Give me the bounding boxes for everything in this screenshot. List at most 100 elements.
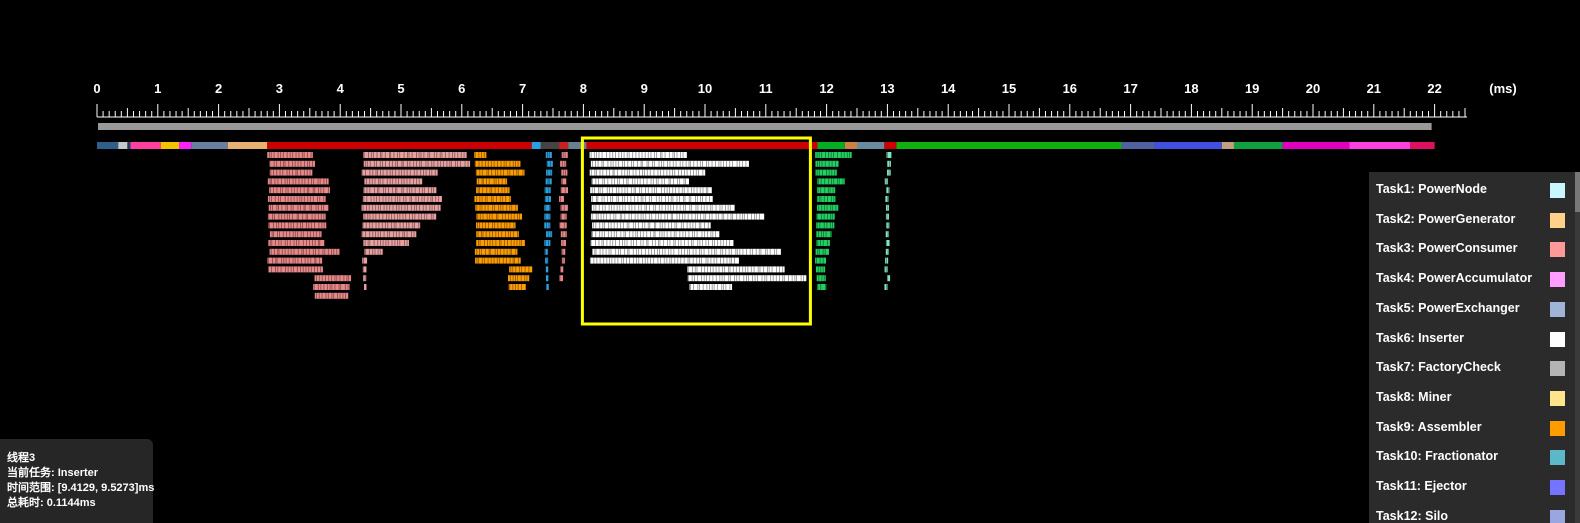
task-block[interactable] bbox=[591, 196, 713, 202]
task-block[interactable] bbox=[560, 204, 568, 211]
task-block[interactable] bbox=[591, 178, 689, 185]
task-block[interactable] bbox=[816, 187, 836, 194]
task-block[interactable] bbox=[363, 275, 367, 282]
task-block[interactable] bbox=[886, 187, 890, 194]
task-block[interactable] bbox=[887, 160, 891, 167]
task-block[interactable] bbox=[362, 257, 368, 264]
task-block[interactable] bbox=[363, 213, 437, 220]
task-block[interactable] bbox=[364, 284, 367, 290]
thread-segment[interactable] bbox=[97, 142, 119, 149]
task-block[interactable] bbox=[544, 248, 548, 255]
task-block[interactable] bbox=[508, 284, 526, 290]
task-block[interactable] bbox=[885, 240, 890, 246]
task-block[interactable] bbox=[592, 248, 781, 255]
task-block[interactable] bbox=[476, 231, 519, 238]
task-block[interactable] bbox=[268, 204, 329, 211]
task-block[interactable] bbox=[561, 248, 566, 255]
selection-box[interactable] bbox=[580, 136, 812, 326]
thread-segment[interactable] bbox=[844, 142, 857, 149]
task-block[interactable] bbox=[268, 222, 327, 229]
task-block[interactable] bbox=[815, 257, 827, 264]
task-block[interactable] bbox=[364, 248, 383, 255]
thread-row[interactable] bbox=[97, 142, 1435, 149]
task-block[interactable] bbox=[590, 160, 749, 167]
task-block[interactable] bbox=[559, 196, 564, 202]
task-block[interactable] bbox=[314, 275, 352, 282]
task-block[interactable] bbox=[475, 257, 521, 264]
thread-segment[interactable] bbox=[470, 142, 532, 149]
task-block[interactable] bbox=[546, 169, 553, 176]
legend-item[interactable]: Task6: Inserter bbox=[1376, 329, 1574, 349]
task-block[interactable] bbox=[544, 187, 551, 194]
task-block[interactable] bbox=[885, 196, 889, 202]
legend-item[interactable]: Task2: PowerGenerator bbox=[1376, 210, 1574, 230]
legend-item[interactable]: Task12: Silo bbox=[1376, 507, 1574, 523]
task-block[interactable] bbox=[507, 275, 530, 282]
task-block[interactable] bbox=[559, 275, 563, 282]
task-block[interactable] bbox=[476, 213, 523, 220]
legend-item[interactable]: Task5: PowerExchanger bbox=[1376, 299, 1574, 319]
task-block[interactable] bbox=[590, 240, 734, 246]
task-block[interactable] bbox=[815, 248, 829, 255]
task-block[interactable] bbox=[269, 231, 322, 238]
task-block[interactable] bbox=[817, 284, 827, 290]
task-block[interactable] bbox=[474, 196, 511, 202]
task-block[interactable] bbox=[816, 231, 832, 238]
task-block[interactable] bbox=[545, 257, 549, 264]
task-block[interactable] bbox=[560, 266, 564, 273]
task-block[interactable] bbox=[267, 196, 326, 202]
task-block[interactable] bbox=[475, 204, 518, 211]
task-block[interactable] bbox=[884, 266, 888, 273]
task-block[interactable] bbox=[361, 169, 438, 176]
task-block[interactable] bbox=[815, 169, 837, 176]
task-block[interactable] bbox=[474, 152, 487, 158]
thread-segment[interactable] bbox=[559, 142, 569, 149]
task-block[interactable] bbox=[269, 187, 330, 194]
legend-item[interactable]: Task9: Assembler bbox=[1376, 418, 1574, 438]
task-block[interactable] bbox=[561, 178, 567, 185]
task-block[interactable] bbox=[560, 160, 567, 167]
legend-panel[interactable]: Task1: PowerNode Task2: PowerGenerator Tas… bbox=[1369, 172, 1580, 523]
task-block[interactable] bbox=[886, 152, 892, 158]
task-block[interactable] bbox=[268, 240, 325, 246]
task-block[interactable] bbox=[884, 178, 888, 185]
task-block[interactable] bbox=[269, 169, 313, 176]
thread-segment[interactable] bbox=[884, 142, 897, 149]
task-block[interactable] bbox=[816, 213, 835, 220]
thread-segment[interactable] bbox=[1349, 142, 1411, 149]
task-block[interactable] bbox=[560, 213, 567, 220]
task-block[interactable] bbox=[817, 178, 845, 185]
thread-segment[interactable] bbox=[267, 142, 471, 149]
task-block[interactable] bbox=[364, 178, 423, 185]
task-block[interactable] bbox=[476, 240, 525, 246]
task-block[interactable] bbox=[267, 178, 329, 185]
task-block[interactable] bbox=[885, 204, 890, 211]
thread-segment[interactable] bbox=[568, 142, 587, 149]
task-block[interactable] bbox=[590, 187, 712, 194]
legend-scrollbar[interactable] bbox=[1575, 172, 1580, 523]
thread-segment[interactable] bbox=[817, 142, 845, 149]
task-blocks[interactable] bbox=[267, 152, 892, 299]
task-block[interactable] bbox=[561, 240, 566, 246]
thread-segment[interactable] bbox=[130, 142, 161, 149]
task-block[interactable] bbox=[884, 284, 888, 290]
task-block[interactable] bbox=[362, 266, 367, 273]
task-block[interactable] bbox=[268, 266, 323, 273]
task-block[interactable] bbox=[544, 204, 551, 211]
task-block[interactable] bbox=[313, 284, 350, 290]
task-block[interactable] bbox=[886, 222, 890, 229]
task-block[interactable] bbox=[816, 240, 830, 246]
task-block[interactable] bbox=[363, 160, 471, 167]
task-block[interactable] bbox=[590, 213, 765, 220]
task-block[interactable] bbox=[269, 160, 315, 167]
thread-segment[interactable] bbox=[1233, 142, 1283, 149]
task-block[interactable] bbox=[687, 266, 785, 273]
task-block[interactable] bbox=[363, 152, 467, 158]
task-block[interactable] bbox=[267, 152, 313, 158]
task-block[interactable] bbox=[815, 160, 839, 167]
legend-item[interactable]: Task7: FactoryCheck bbox=[1376, 358, 1574, 378]
thread-segment[interactable] bbox=[227, 142, 268, 149]
task-block[interactable] bbox=[362, 196, 442, 202]
thread-segment[interactable] bbox=[1282, 142, 1350, 149]
